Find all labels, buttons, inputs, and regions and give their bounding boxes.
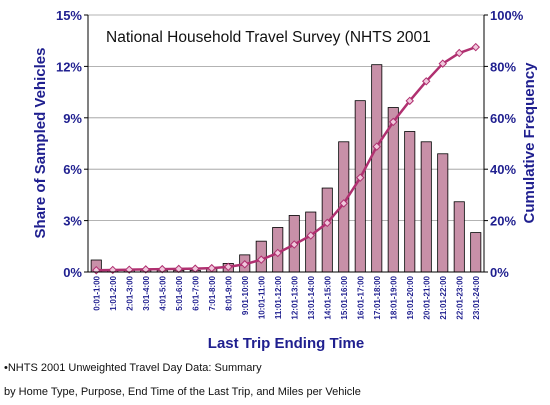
x-tick-label: 3:01-4:00 (142, 275, 151, 310)
line-point (207, 263, 216, 273)
x-axis-title: Last Trip Ending Time (208, 335, 364, 352)
y-tick-label: 12% (56, 59, 82, 74)
y2-tick-label: 0% (490, 265, 509, 280)
line-point (438, 59, 447, 68)
x-tick-label: 2:01-3:00 (125, 275, 134, 310)
bar (305, 211, 317, 273)
line-point (405, 96, 414, 106)
line-point (158, 264, 167, 274)
bar (404, 131, 416, 273)
line-point (141, 265, 150, 274)
line-point (191, 264, 200, 273)
plot-area (88, 15, 484, 272)
line-point (455, 48, 464, 58)
x-tick-label: 1:01-2:00 (109, 275, 118, 310)
y2-tick-label: 60% (490, 111, 516, 126)
bar (371, 64, 383, 273)
x-tick-label: 21:01-22:00 (439, 275, 448, 319)
x-tick-label: 12:01-13:00 (290, 275, 299, 319)
line-point (174, 264, 183, 274)
left-axis-ticks: 0% 3% 6% 9% 12% 15% (56, 8, 82, 280)
bar (354, 100, 366, 273)
cumulative-line-series (92, 42, 480, 275)
axes (84, 14, 488, 273)
x-tick-label: 15:01-16:00 (340, 275, 349, 319)
y-axis-title: Share of Sampled Vehicles (32, 48, 49, 239)
bar (420, 141, 432, 273)
x-tick-label: 22:01-23:00 (455, 275, 464, 319)
line-point (306, 231, 315, 240)
line-point (389, 117, 398, 127)
x-axis-ticks: 0:01-1:00 1:01-2:00 2:01-3:00 3:01-4:00 4:01… (92, 275, 481, 319)
line-point (471, 42, 480, 52)
x-tick-label: 17:01-18:00 (373, 275, 382, 319)
line-point (240, 260, 249, 269)
x-tick-label: 7:01-8:00 (208, 275, 217, 310)
line-point (125, 265, 134, 274)
y2-tick-label: 40% (490, 162, 516, 177)
line-point (323, 218, 332, 228)
y2-tick-label: 100% (490, 8, 524, 23)
line-point (224, 262, 233, 272)
bar (453, 201, 465, 273)
x-tick-label: 16:01-17:00 (356, 275, 365, 319)
x-tick-label: 10:01-11:00 (257, 275, 266, 319)
x-tick-label: 18:01-19:00 (389, 275, 398, 319)
right-axis-ticks: 0% 20% 40% 60% 80% 100% (490, 8, 524, 280)
y-tick-label: 15% (56, 8, 82, 23)
x-tick-label: 14:01-15:00 (323, 275, 332, 319)
bar (387, 107, 399, 273)
line-point (257, 255, 266, 264)
line-point (422, 77, 431, 86)
y-tick-label: 6% (63, 162, 82, 177)
line-point (290, 240, 299, 249)
x-tick-label: 11:01-12:00 (274, 275, 283, 319)
line-point (372, 142, 381, 151)
bar (437, 153, 449, 273)
line-point (273, 248, 282, 258)
x-tick-label: 5:01-6:00 (175, 275, 184, 310)
x-tick-label: 4:01-5:00 (158, 275, 167, 310)
x-tick-label: 13:01-14:00 (307, 275, 316, 319)
y2-tick-label: 80% (490, 59, 516, 74)
x-tick-label: 6:01-7:00 (191, 275, 200, 310)
x-tick-label: 23:01-24:00 (472, 275, 481, 319)
gridlines (88, 14, 484, 222)
line-point (339, 199, 348, 208)
y-tick-label: 3% (63, 214, 82, 229)
x-tick-label: 19:01-20:00 (406, 275, 415, 319)
footnote-detail: by Home Type, Purpose, End Time of the L… (4, 386, 361, 398)
x-tick-label: 20:01-21:00 (422, 275, 431, 319)
bar (321, 187, 333, 273)
y2-axis-title: Cumulative Frequency (521, 62, 538, 224)
line-point (356, 173, 365, 182)
x-tick-label: 9:01-10:00 (241, 275, 250, 315)
y-tick-label: 9% (63, 111, 82, 126)
footnote-source: •NHTS 2001 Unweighted Travel Day Data: S… (4, 362, 262, 374)
bar (470, 232, 482, 273)
y-tick-label: 0% (63, 265, 82, 280)
x-tick-label: 0:01-1:00 (92, 275, 101, 310)
chart: 0% 3% 6% 9% 12% 15% 0% 20% 40% 60% 80% 100% 0:01-1… (32, 8, 538, 352)
y2-tick-label: 20% (490, 214, 516, 229)
chart-title: National Household Travel Survey (NHTS 2… (106, 29, 431, 46)
x-tick-label: 8:01-9:00 (224, 275, 233, 310)
